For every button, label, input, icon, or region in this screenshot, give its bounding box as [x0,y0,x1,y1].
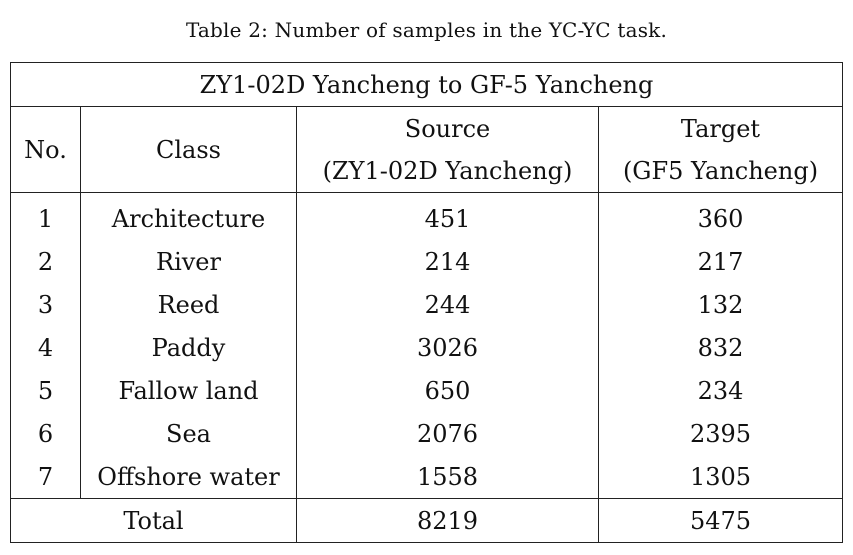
cell-source: 214 [296,240,599,283]
cell-target: 1305 [598,455,843,499]
cell-class: Reed [80,283,297,326]
header-no: No. [10,106,81,193]
table-row: 3 Reed 244 132 [10,283,843,326]
cell-source: 451 [296,192,599,240]
cell-class: Paddy [80,326,297,369]
cell-no: 7 [10,455,81,499]
cell-target: 234 [598,369,843,412]
total-target: 5475 [598,498,843,543]
cell-no: 3 [10,283,81,326]
table-row: 6 Sea 2076 2395 [10,412,843,455]
cell-source: 244 [296,283,599,326]
cell-target: 2395 [598,412,843,455]
cell-no: 6 [10,412,81,455]
cell-target: 360 [598,192,843,240]
cell-class: River [80,240,297,283]
header-target-subtitle: (GF5 Yancheng) [598,150,843,193]
cell-target: 132 [598,283,843,326]
cell-target: 832 [598,326,843,369]
table-row: 2 River 214 217 [10,240,843,283]
table-title-row: ZY1-02D Yancheng to GF-5 Yancheng [10,62,843,107]
cell-source: 2076 [296,412,599,455]
total-row: Total 8219 5475 [10,498,843,543]
cell-no: 4 [10,326,81,369]
table-row: 4 Paddy 3026 832 [10,326,843,369]
cell-source: 1558 [296,455,599,499]
header-class: Class [80,106,297,193]
table-row: 7 Offshore water 1558 1305 [10,455,843,499]
cell-class: Offshore water [80,455,297,499]
header-row-1: No. Class Source Target [10,106,843,193]
header-source: Source [296,106,599,150]
table-title: ZY1-02D Yancheng to GF-5 Yancheng [10,62,843,107]
cell-class: Sea [80,412,297,455]
cell-target: 217 [598,240,843,283]
cell-class: Architecture [80,192,297,240]
table-row: 1 Architecture 451 360 [10,192,843,240]
cell-source: 3026 [296,326,599,369]
table-row: 5 Fallow land 650 234 [10,369,843,412]
cell-no: 2 [10,240,81,283]
header-row-2: (ZY1-02D Yancheng) (GF5 Yancheng) [11,150,843,193]
total-label: Total [10,498,297,543]
cell-class: Fallow land [80,369,297,412]
cell-no: 5 [10,369,81,412]
cell-no: 1 [10,192,81,240]
table-caption: Table 2: Number of samples in the YC-YC … [185,18,668,42]
header-source-subtitle: (ZY1-02D Yancheng) [296,150,599,193]
cell-source: 650 [296,369,599,412]
total-source: 8219 [296,498,599,543]
header-target: Target [598,106,843,150]
samples-table: ZY1-02D Yancheng to GF-5 Yancheng No. Cl… [10,62,843,543]
